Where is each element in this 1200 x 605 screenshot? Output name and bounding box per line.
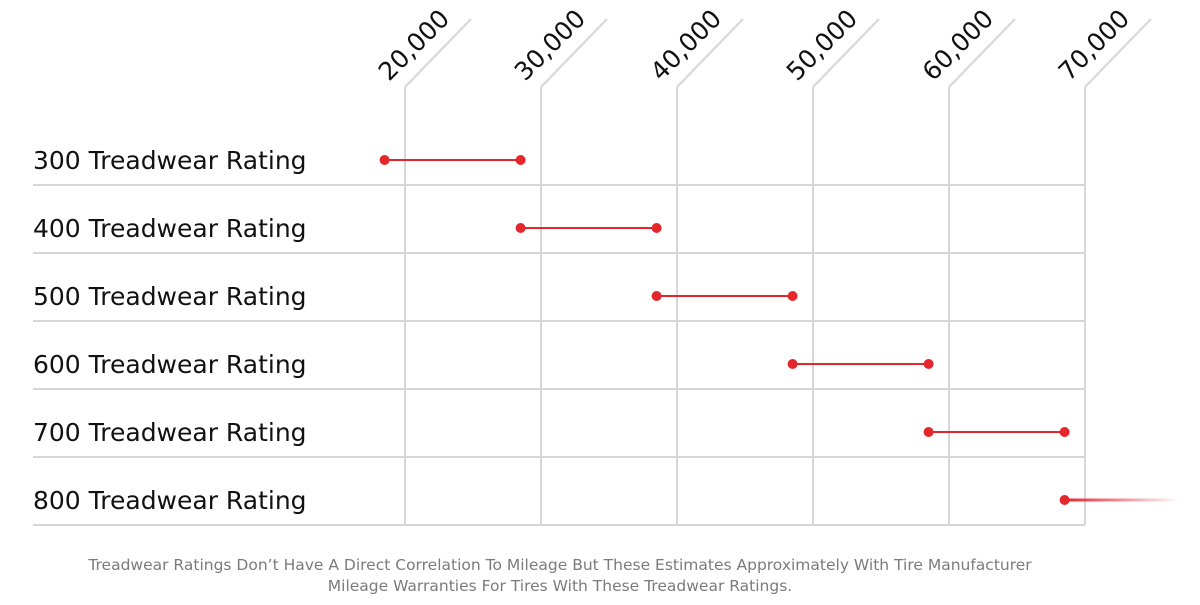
- row-label: 300 Treadwear Rating: [33, 146, 307, 175]
- x-tick-connector: [948, 18, 1016, 88]
- x-tick-label: 20,000: [373, 4, 455, 86]
- row-label: 700 Treadwear Rating: [33, 418, 307, 447]
- x-tick-label: 60,000: [917, 4, 999, 86]
- x-tick-connector: [812, 18, 880, 88]
- footnote: Treadwear Ratings Don’t Have A Direct Co…: [0, 555, 1120, 597]
- range-start-point: [651, 291, 662, 301]
- range-end-point: [651, 223, 662, 233]
- range-start-point: [1059, 495, 1070, 505]
- range-start-point: [515, 223, 526, 233]
- row-label: 600 Treadwear Rating: [33, 350, 307, 379]
- range-end-point: [515, 155, 526, 165]
- x-tick-label: 70,000: [1053, 4, 1135, 86]
- row-label: 400 Treadwear Rating: [33, 214, 307, 243]
- x-tick-connector: [1084, 18, 1152, 88]
- x-tick-label: 50,000: [781, 4, 863, 86]
- range-end-point: [787, 291, 798, 301]
- grid: [33, 18, 1152, 526]
- x-tick-connector: [540, 18, 608, 88]
- x-tick-connector: [676, 18, 744, 88]
- row-labels: 300 Treadwear Rating 400 Treadwear Rating…: [33, 146, 307, 515]
- row-label: 500 Treadwear Rating: [33, 282, 307, 311]
- treadwear-mileage-chart: 20,000 30,000 40,000 50,000 60,000 70,000 300…: [33, 4, 1180, 526]
- range-line-open: [1064, 498, 1180, 502]
- footnote-line-2: Mileage Warranties For Tires With These …: [327, 577, 793, 595]
- range-start-point: [379, 155, 390, 165]
- x-axis-ticks: 20,000 30,000 40,000 50,000 60,000 70,000: [373, 4, 1135, 86]
- row-label: 800 Treadwear Rating: [33, 486, 307, 515]
- footnote-line-1: Treadwear Ratings Don’t Have A Direct Co…: [88, 556, 1032, 574]
- x-tick-label: 40,000: [645, 4, 727, 86]
- x-tick-label: 30,000: [509, 4, 591, 86]
- range-start-point: [787, 359, 798, 369]
- range-end-point: [923, 359, 934, 369]
- x-tick-connector: [404, 18, 472, 88]
- range-series: [379, 155, 1180, 505]
- range-start-point: [923, 427, 934, 437]
- range-end-point: [1059, 427, 1070, 437]
